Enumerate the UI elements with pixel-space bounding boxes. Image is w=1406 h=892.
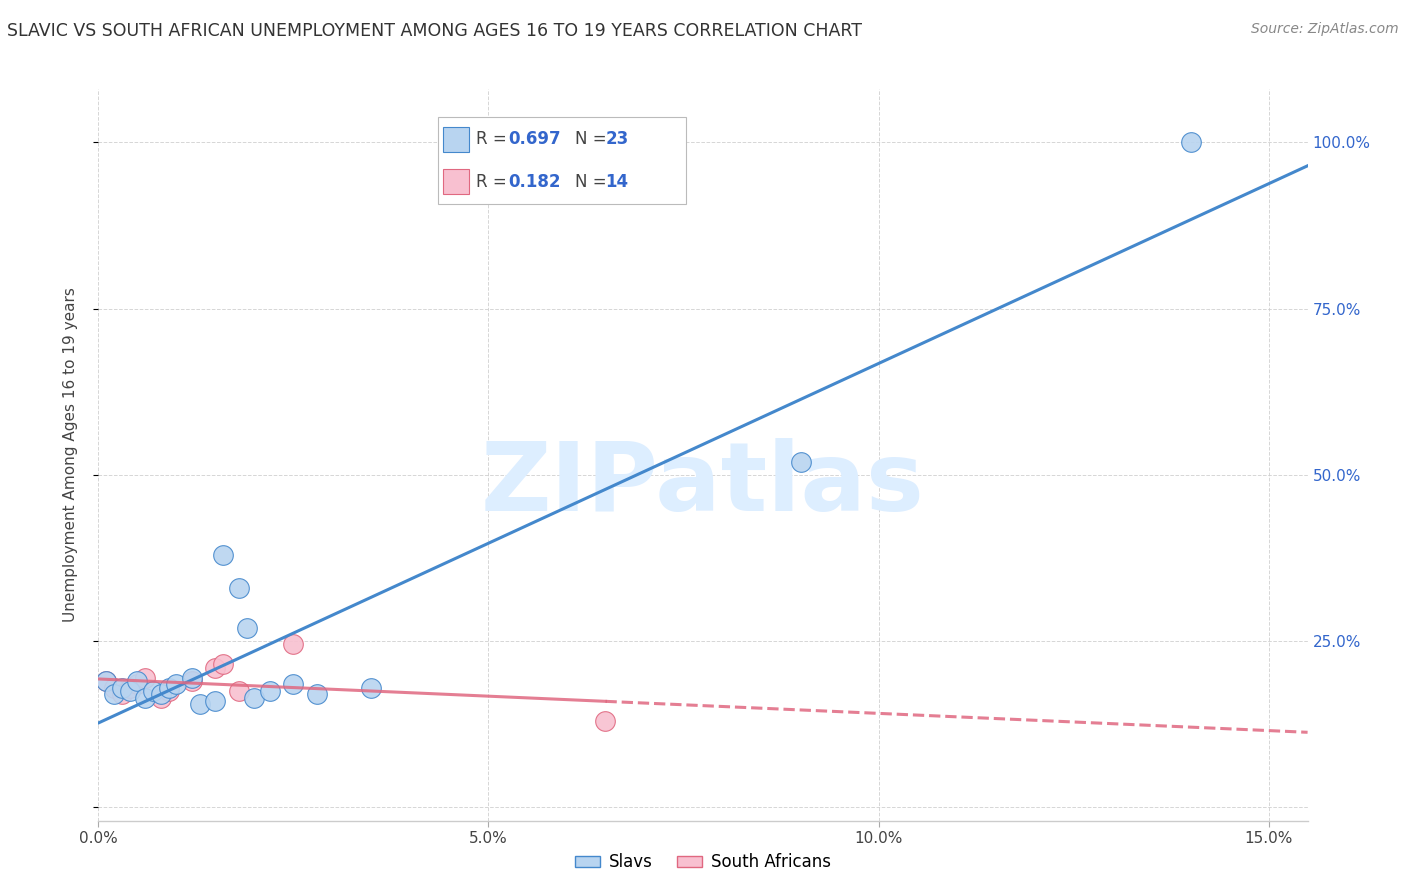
- Y-axis label: Unemployment Among Ages 16 to 19 years: Unemployment Among Ages 16 to 19 years: [63, 287, 77, 623]
- Point: [118, 684, 141, 698]
- Bar: [443, 169, 468, 194]
- Point: [127, 673, 149, 688]
- Point: [305, 687, 328, 701]
- Point: [111, 681, 134, 695]
- Text: ZIPatlas: ZIPatlas: [481, 438, 925, 531]
- Text: SLAVIC VS SOUTH AFRICAN UNEMPLOYMENT AMONG AGES 16 TO 19 YEARS CORRELATION CHART: SLAVIC VS SOUTH AFRICAN UNEMPLOYMENT AMO…: [7, 22, 862, 40]
- Point: [157, 684, 180, 698]
- Point: [789, 454, 811, 468]
- Point: [360, 681, 382, 695]
- Point: [1180, 136, 1202, 150]
- Legend: Slavs, South Africans: Slavs, South Africans: [568, 847, 838, 878]
- Text: 23: 23: [606, 130, 628, 148]
- Point: [243, 690, 266, 705]
- Text: N =: N =: [575, 173, 612, 191]
- Point: [283, 677, 305, 691]
- Point: [204, 694, 226, 708]
- Text: 14: 14: [606, 173, 628, 191]
- Point: [212, 548, 235, 562]
- Text: 0.182: 0.182: [508, 173, 561, 191]
- Point: [111, 687, 134, 701]
- Point: [142, 684, 165, 698]
- Point: [103, 687, 125, 701]
- FancyBboxPatch shape: [439, 117, 686, 204]
- Point: [149, 687, 172, 701]
- Point: [595, 714, 617, 728]
- Point: [149, 690, 172, 705]
- Point: [157, 681, 180, 695]
- Point: [228, 581, 250, 595]
- Point: [283, 637, 305, 651]
- Text: N =: N =: [575, 130, 612, 148]
- Point: [181, 671, 204, 685]
- Text: Source: ZipAtlas.com: Source: ZipAtlas.com: [1251, 22, 1399, 37]
- Text: R =: R =: [477, 130, 512, 148]
- Point: [235, 621, 257, 635]
- Text: R =: R =: [477, 173, 512, 191]
- Point: [165, 677, 187, 691]
- Point: [103, 681, 125, 695]
- Point: [212, 657, 235, 672]
- Text: 0.697: 0.697: [508, 130, 561, 148]
- Point: [118, 681, 141, 695]
- Point: [181, 673, 204, 688]
- Point: [259, 684, 281, 698]
- Point: [188, 698, 211, 712]
- Bar: [443, 127, 468, 152]
- Point: [134, 690, 156, 705]
- Point: [96, 673, 118, 688]
- Point: [204, 661, 226, 675]
- Point: [134, 671, 156, 685]
- Point: [228, 684, 250, 698]
- Point: [96, 673, 118, 688]
- Point: [127, 677, 149, 691]
